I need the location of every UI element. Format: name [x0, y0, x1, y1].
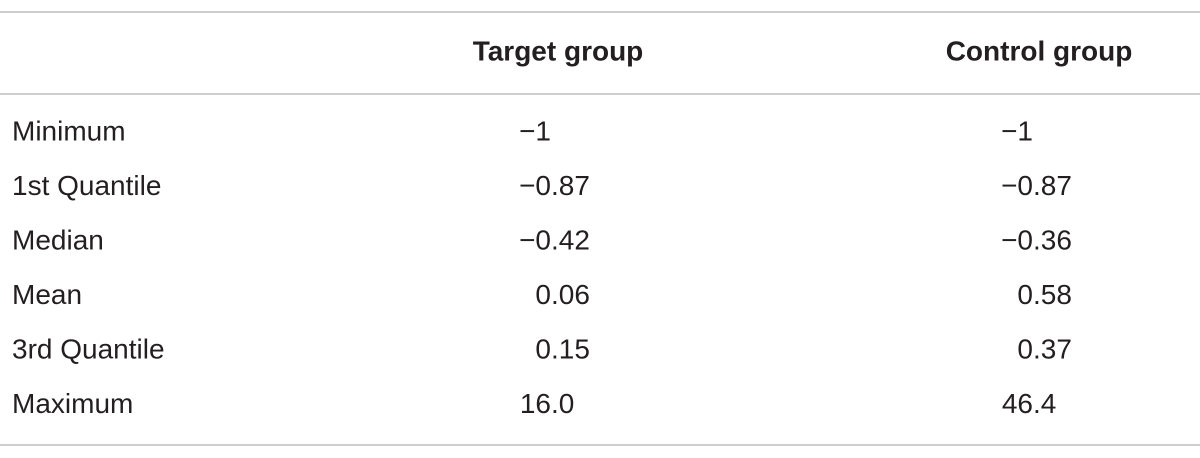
- cell-value: 46.4: [1002, 388, 1057, 419]
- cell-value: 0.58: [1017, 279, 1072, 310]
- cell-value: 16.0: [520, 388, 575, 419]
- cell-value: 0.15: [535, 333, 590, 364]
- row-label: 1st Quantile: [12, 170, 161, 201]
- cell-value: −0.87: [519, 170, 590, 201]
- column-header: Target group: [473, 35, 644, 66]
- row-label: Median: [12, 224, 104, 255]
- row-label: Mean: [12, 279, 82, 310]
- column-header: Control group: [946, 35, 1133, 66]
- row-label: 3rd Quantile: [12, 333, 165, 364]
- row-label: Minimum: [12, 115, 126, 146]
- cell-value: −0.36: [1001, 224, 1072, 255]
- row-label: Maximum: [12, 388, 133, 419]
- cell-value: 0.06: [535, 279, 590, 310]
- cell-value: 0.37: [1017, 333, 1072, 364]
- cell-value: −1: [519, 115, 551, 146]
- cell-value: −0.87: [1001, 170, 1072, 201]
- cell-value: −0.42: [519, 224, 590, 255]
- cell-value: −1: [1001, 115, 1033, 146]
